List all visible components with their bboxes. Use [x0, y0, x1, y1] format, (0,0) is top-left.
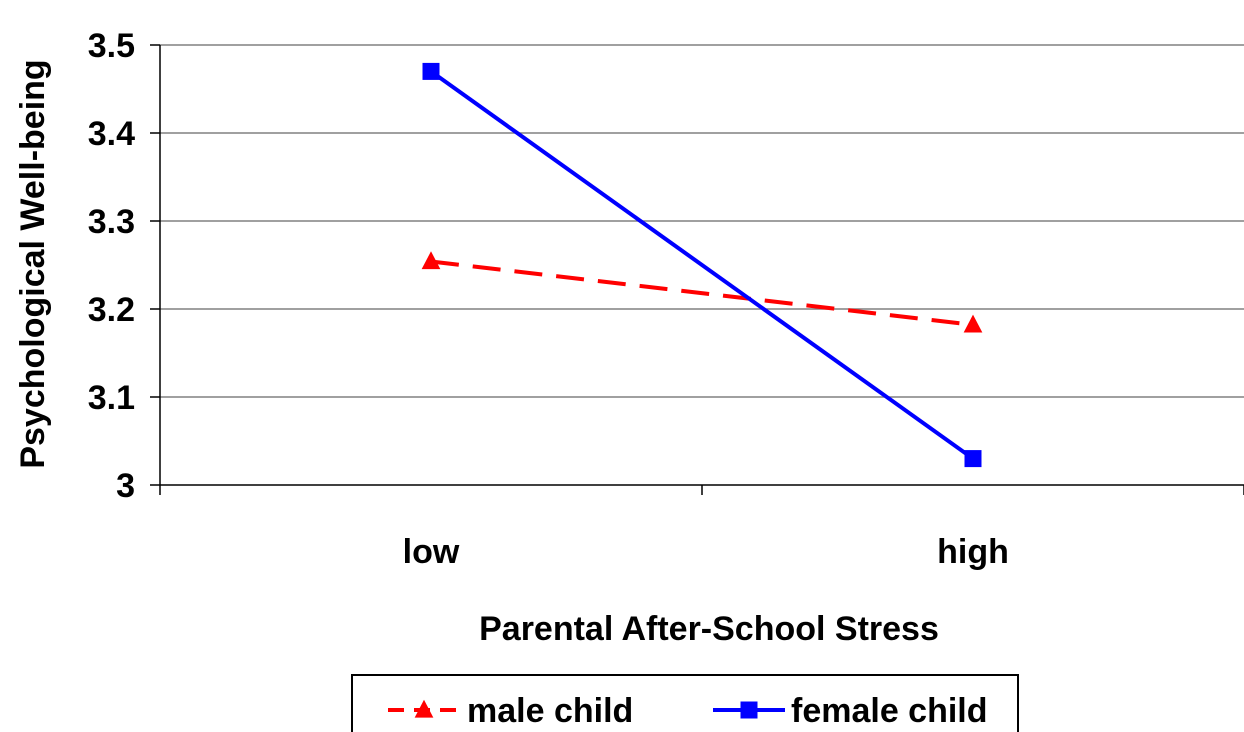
axes: [150, 44, 1244, 495]
y-tick-label: 3.3: [88, 203, 135, 241]
y-tick-label: 3.5: [88, 27, 135, 65]
legend: male child female child: [351, 674, 1019, 732]
x-tick-label: low: [403, 533, 460, 571]
data-point-male-child: [963, 314, 983, 333]
y-tick-label: 3.4: [88, 115, 135, 153]
series-line-female-child: [429, 69, 975, 461]
y-tick-label: 3.2: [88, 291, 135, 329]
legend-marker-female-child: [740, 701, 758, 719]
legend-label-male-child: male child: [467, 692, 633, 730]
x-tick-labels: low high: [403, 533, 1009, 571]
y-tick-label: 3: [116, 467, 135, 505]
series-group: [421, 62, 983, 468]
legend-label-female-child: female child: [791, 692, 988, 730]
y-axis-title: Psychological Well-being: [14, 59, 52, 468]
x-tick-label: high: [937, 533, 1009, 571]
data-point-male-child: [421, 251, 441, 270]
y-tick-label: 3.1: [88, 379, 135, 417]
gridlines: [160, 44, 1244, 398]
data-point-female-child: [964, 450, 982, 468]
legend-marker-male-child: [414, 699, 434, 718]
x-axis-title: Parental After-School Stress: [479, 610, 939, 648]
data-point-female-child: [422, 62, 440, 80]
y-tick-labels: 3 3.1 3.2 3.3 3.4 3.5: [88, 27, 135, 505]
series-line-male-child: [430, 259, 974, 327]
legend-box: [351, 674, 1019, 732]
